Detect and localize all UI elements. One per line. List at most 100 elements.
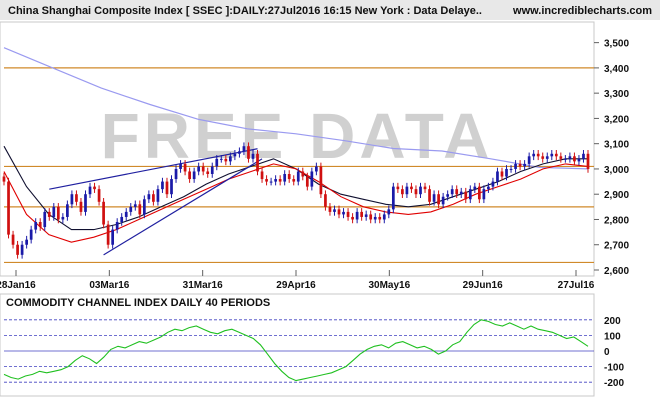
candle-body	[455, 189, 459, 195]
candle-body	[527, 156, 531, 164]
date-tick-label: 29Jun16	[463, 280, 503, 291]
price-candle	[38, 218, 42, 231]
price-candle	[355, 208, 359, 224]
date-tick-label: 28Jan16	[0, 280, 36, 291]
candle-body	[364, 214, 368, 217]
price-candle	[310, 167, 314, 191]
candle-body	[152, 194, 155, 202]
price-y-tick-label: 3,300	[604, 89, 629, 100]
price-candle	[287, 170, 291, 183]
price-candle	[238, 147, 241, 158]
candle-body	[165, 181, 169, 195]
candle-body	[554, 153, 558, 157]
candle-body	[473, 186, 477, 190]
price-candle	[536, 150, 540, 161]
price-candle	[500, 167, 504, 181]
candle-body	[305, 176, 309, 187]
candle-body	[491, 181, 495, 187]
candle-body	[577, 158, 581, 162]
candle-body	[20, 244, 24, 255]
price-candle	[47, 208, 51, 221]
candle-body	[468, 189, 472, 200]
price-candle	[301, 167, 305, 181]
price-candle	[269, 177, 273, 186]
price-candle	[437, 190, 440, 209]
ma-mid-line	[3, 163, 589, 243]
candle-body	[342, 211, 345, 215]
cci-y-tick-label: -200	[604, 378, 624, 389]
candle-body	[428, 189, 431, 202]
price-candle	[360, 208, 364, 221]
price-candle	[66, 200, 69, 221]
price-candle	[292, 175, 296, 186]
candle-body	[215, 158, 219, 167]
candle-body	[147, 194, 151, 200]
candle-body	[477, 186, 481, 200]
price-candle	[405, 182, 409, 198]
candle-body	[378, 216, 382, 220]
candle-body	[401, 189, 404, 195]
site-link[interactable]: www.incrediblecharts.com	[512, 5, 652, 17]
price-y-tick-label: 3,200	[604, 114, 629, 125]
candle-body	[278, 179, 282, 182]
price-plot	[2, 47, 594, 264]
candle-body	[61, 216, 65, 220]
candle-body	[437, 194, 440, 205]
price-candle	[215, 155, 219, 171]
candle-body	[568, 156, 572, 159]
candle-body	[124, 211, 128, 217]
candle-body	[432, 194, 436, 202]
candle-body	[247, 146, 250, 159]
price-candle	[20, 240, 24, 259]
ma-long-line	[3, 47, 589, 170]
price-candle	[129, 203, 133, 216]
price-candle	[52, 203, 56, 221]
candle-body	[7, 181, 10, 235]
price-candle	[328, 203, 332, 216]
header-bar	[0, 0, 660, 20]
price-candle	[265, 175, 268, 186]
price-candle	[56, 203, 60, 224]
price-candle	[88, 182, 92, 198]
price-candle	[351, 213, 354, 224]
candle-body	[88, 186, 92, 195]
price-candle	[582, 150, 585, 163]
price-candle	[274, 175, 277, 186]
candle-body	[419, 186, 422, 195]
candle-body	[2, 176, 6, 182]
price-candle	[554, 150, 558, 161]
price-candle	[514, 160, 517, 173]
price-candle	[142, 195, 146, 219]
candle-body	[396, 186, 400, 190]
price-candle	[16, 240, 19, 259]
price-candle	[496, 167, 499, 186]
candle-body	[346, 211, 350, 217]
candle-body	[210, 166, 214, 174]
candle-body	[274, 179, 277, 182]
price-candle	[156, 185, 160, 206]
cci-title: COMMODITY CHANNEL INDEX DAILY 40 PERIODS	[6, 297, 270, 309]
price-candle	[455, 185, 459, 198]
chart-title: China Shanghai Composite Index [ SSEC ]:…	[8, 5, 482, 17]
price-candle	[482, 185, 486, 204]
price-candle	[568, 152, 572, 163]
candle-body	[301, 171, 305, 177]
candle-body	[333, 209, 336, 212]
price-candle	[450, 185, 454, 198]
candle-body	[582, 153, 585, 159]
candle-body	[441, 196, 445, 205]
candle-body	[192, 171, 196, 180]
price-candle	[428, 185, 431, 206]
candle-body	[509, 168, 513, 170]
candle-body	[414, 189, 418, 195]
price-candle	[120, 213, 124, 226]
price-candle	[346, 208, 350, 221]
candle-body	[337, 209, 341, 215]
price-candle	[124, 208, 128, 221]
price-candle	[278, 175, 282, 186]
price-candle	[247, 142, 250, 163]
price-candle	[518, 160, 522, 171]
candle-body	[70, 194, 74, 205]
candle-body	[269, 181, 273, 183]
candle-body	[541, 156, 545, 159]
